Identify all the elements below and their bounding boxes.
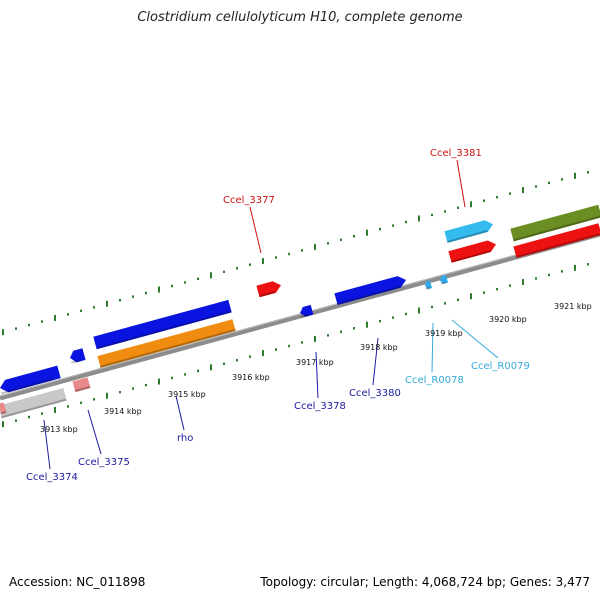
ccel-r0079-label[interactable]: Ccel_R0079: [471, 361, 530, 372]
ccel-3377-label[interactable]: Ccel_3377: [223, 195, 275, 206]
ccel-3381-label[interactable]: Ccel_3381: [430, 148, 482, 159]
ccel-3374-feature[interactable]: [0, 365, 61, 395]
scale-label-5: 3918 kbp: [360, 343, 398, 352]
ccel-r0078-feature[interactable]: [424, 280, 433, 290]
ccel-r0078-label[interactable]: Ccel_R0078: [405, 375, 464, 386]
ccel-3380-label[interactable]: Ccel_3380: [349, 388, 401, 399]
rho-feature[interactable]: [97, 319, 236, 368]
ccel-r0078-leader-line: [431, 322, 434, 373]
cds-red-large-feature[interactable]: [513, 223, 600, 259]
lower-tick-ring: [2, 263, 589, 428]
upper-tick-ring: [2, 171, 589, 336]
scale-label-1: 3914 kbp: [104, 407, 142, 416]
cds-gray-feature[interactable]: [0, 387, 67, 419]
rho-leader-line: [175, 395, 185, 431]
ccel-3375-leader-line: [87, 409, 102, 455]
scale-label-6: 3919 kbp: [425, 329, 463, 338]
feature-layer: [0, 204, 600, 419]
cds-olive-feature[interactable]: [510, 204, 600, 242]
ccel-3380-leader-line: [372, 337, 379, 386]
scale-label-0: 3913 kbp: [40, 425, 78, 434]
ccel-3375-label[interactable]: Ccel_3375: [78, 457, 130, 468]
genome-backbone: [0, 231, 600, 401]
ccel-r0079-leader-line: [451, 319, 499, 359]
scale-labels: 3913 kbp 3914 kbp 3915 kbp 3916 kbp 3917 kbp…: [40, 302, 592, 434]
scale-label-8: 3921 kbp: [554, 302, 592, 311]
rho-label[interactable]: rho: [177, 433, 193, 444]
ccel-3377-leader-line: [249, 206, 262, 254]
ccel-3374-label[interactable]: Ccel_3374: [26, 472, 78, 483]
scale-label-7: 3920 kbp: [489, 315, 527, 324]
cds-pink-edge-feature[interactable]: [0, 402, 7, 415]
ccel-3378-label[interactable]: Ccel_3378: [294, 401, 346, 412]
cds-red-upper-feature[interactable]: [448, 239, 497, 263]
ccel-3381-leader-line: [456, 159, 466, 208]
cds-pink-small-feature[interactable]: [72, 377, 91, 393]
scale-label-2: 3915 kbp: [168, 390, 206, 399]
ccel-3377-feature[interactable]: [256, 279, 282, 298]
ccel-r0079-feature[interactable]: [439, 274, 449, 285]
ccel-3375-feature[interactable]: [68, 348, 86, 364]
cds-blue-long-feature[interactable]: [93, 299, 232, 350]
scale-label-4: 3917 kbp: [296, 358, 334, 367]
ccel-3374-leader-line: [43, 419, 51, 470]
genome-summary-text: Topology: circular; Length: 4,068,724 bp…: [260, 575, 590, 589]
ccel-3378-leader-line: [315, 351, 319, 399]
ccel-3378-feature[interactable]: [299, 304, 314, 318]
accession-text: Accession: NC_011898: [9, 575, 146, 589]
map-title: Clostridium cellulolyticum H10, complete…: [137, 10, 463, 25]
label-leaders: [43, 159, 499, 470]
genome-backbone-highlight: [0, 231, 600, 397]
ccel-3380-feature[interactable]: [334, 274, 407, 305]
ccel-3381-feature[interactable]: [444, 218, 494, 243]
scale-label-3: 3916 kbp: [232, 373, 270, 382]
